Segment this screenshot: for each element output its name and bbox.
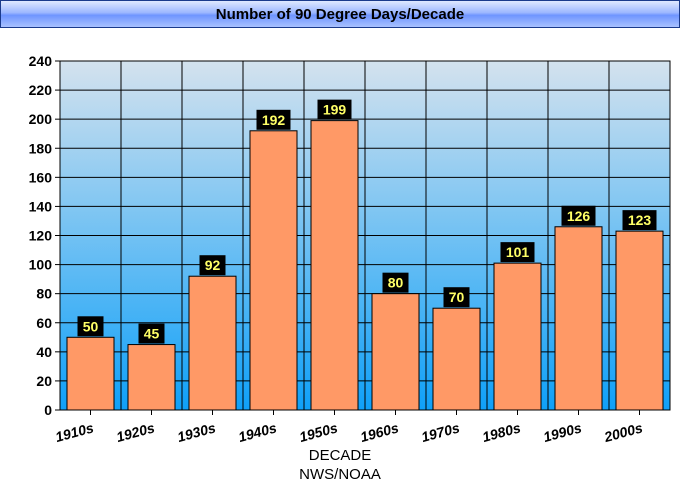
x-tick-label: 1970s bbox=[420, 419, 462, 445]
x-tick-label: 1960s bbox=[359, 419, 401, 445]
data-label: 126 bbox=[567, 208, 591, 224]
data-label-box bbox=[317, 99, 352, 120]
x-tick-label: 1920s bbox=[115, 419, 157, 445]
data-label-box bbox=[138, 323, 165, 344]
y-axis-ticks: 0 20 40 60 80 100 120 140 160 180 200 220 240 bbox=[29, 53, 60, 418]
y-tick-label: 40 bbox=[36, 344, 52, 360]
chart-title-bar: Number of 90 Degree Days/Decade bbox=[0, 0, 680, 28]
data-label-box bbox=[77, 316, 104, 337]
data-label-box bbox=[500, 242, 535, 263]
bar bbox=[310, 120, 359, 411]
y-tick-label: 60 bbox=[36, 315, 52, 331]
data-label-box bbox=[443, 287, 470, 308]
data-label: 50 bbox=[83, 318, 99, 334]
y-tick-label: 220 bbox=[29, 82, 53, 98]
y-tick-label: 240 bbox=[29, 53, 53, 69]
bar bbox=[615, 230, 664, 411]
x-tick-label: 2000s bbox=[602, 419, 645, 445]
data-label: 92 bbox=[205, 257, 221, 273]
data-label-box bbox=[382, 272, 409, 293]
y-tick-label: 120 bbox=[29, 228, 53, 244]
bar bbox=[554, 226, 603, 411]
y-tick-label: 20 bbox=[36, 373, 52, 389]
y-tick-label: 140 bbox=[29, 198, 53, 214]
bar bbox=[188, 275, 237, 411]
bars: 50 45 92 192 199 80 70 101 126 123 bbox=[66, 99, 664, 411]
data-label: 199 bbox=[323, 102, 347, 118]
data-label-box bbox=[256, 109, 291, 130]
y-tick-label: 200 bbox=[29, 111, 53, 127]
bar bbox=[127, 344, 176, 411]
bar bbox=[493, 262, 542, 411]
y-tick-label: 80 bbox=[36, 286, 52, 302]
data-label: 80 bbox=[388, 275, 404, 291]
y-tick-label: 180 bbox=[29, 140, 53, 156]
data-label: 101 bbox=[506, 244, 530, 260]
x-tick-label: 1990s bbox=[542, 419, 584, 445]
source-label: NWS/NOAA bbox=[299, 466, 381, 483]
data-label: 70 bbox=[449, 289, 465, 305]
bar bbox=[66, 336, 115, 411]
x-tick-label: 1950s bbox=[298, 419, 340, 445]
x-axis-ticks: 1910s 1920s 1930s 1940s 1950s 1960s 1970s 1980s… bbox=[54, 410, 645, 445]
x-tick-label: 1910s bbox=[54, 419, 96, 445]
x-tick-label: 1930s bbox=[176, 419, 218, 445]
bar bbox=[371, 293, 420, 411]
x-tick-label: 1940s bbox=[237, 419, 279, 445]
y-tick-label: 0 bbox=[44, 402, 52, 418]
data-label-box bbox=[561, 205, 596, 226]
bar bbox=[249, 130, 298, 411]
y-tick-label: 160 bbox=[29, 169, 53, 185]
bar bbox=[432, 307, 481, 411]
data-label-box bbox=[622, 210, 657, 231]
y-tick-label: 100 bbox=[29, 257, 53, 273]
data-label: 45 bbox=[144, 326, 160, 342]
x-axis-title: DECADE bbox=[308, 447, 372, 464]
data-label: 123 bbox=[628, 212, 652, 228]
data-label-box bbox=[199, 255, 226, 276]
data-label: 192 bbox=[262, 112, 286, 128]
x-tick-label: 1980s bbox=[481, 419, 523, 445]
chart-title: Number of 90 Degree Days/Decade bbox=[215, 5, 465, 23]
